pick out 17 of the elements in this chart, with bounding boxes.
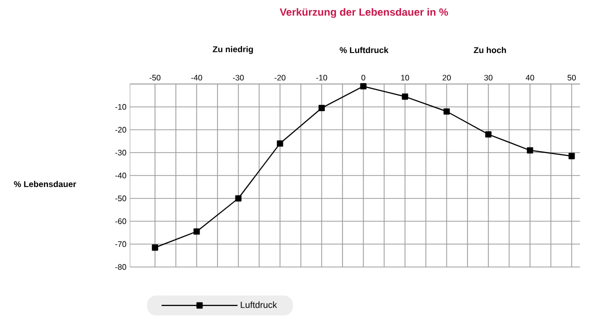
- point: [152, 244, 158, 251]
- point: [568, 152, 575, 160]
- chart-title: Verkürzung der Lebensdauer in %: [280, 8, 448, 18]
- text: Luftdruck: [240, 301, 278, 308]
- point: [526, 147, 534, 154]
- point: [444, 108, 450, 115]
- point: [360, 83, 366, 90]
- point: [235, 195, 242, 202]
- point: [485, 131, 492, 138]
- point: [318, 104, 325, 112]
- point: [276, 140, 284, 147]
- x-axis-title: % Luftdruck: [340, 46, 388, 54]
- point: [402, 93, 408, 100]
- point: [194, 228, 200, 235]
- y-axis-title: % Lebensdauer: [14, 180, 76, 188]
- text: Zu niedrig: [212, 46, 253, 54]
- text: Zu hoch: [474, 46, 506, 54]
